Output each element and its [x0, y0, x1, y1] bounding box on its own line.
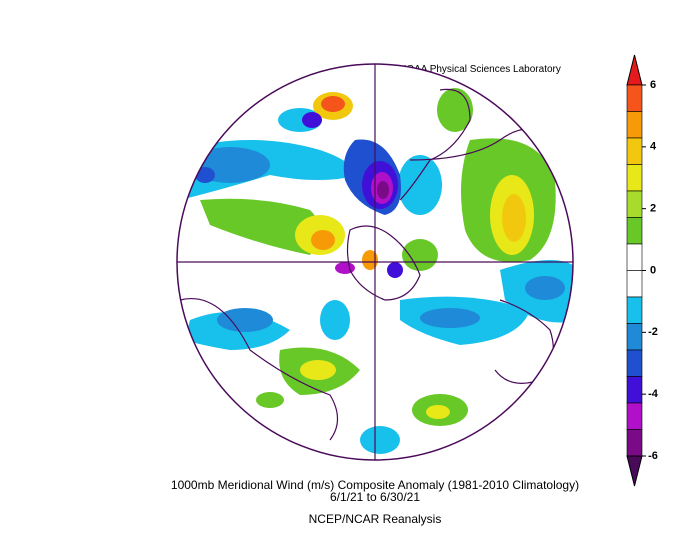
- colorbar: 6 4 2 0 -2 -4 -6: [626, 54, 659, 487]
- credit: NOAA Physical Sciences Laboratory: [399, 64, 561, 75]
- map-title: 1000mb Meridional Wind (m/s) Composite A…: [171, 478, 579, 492]
- colorbar-tick-label: 0: [650, 264, 656, 276]
- colorbar-bin: [626, 164, 643, 192]
- colorbar-bin: [626, 270, 643, 298]
- colorbar-bin: [626, 429, 643, 457]
- colorbar-bin: [626, 323, 643, 351]
- colorbar-bin: [626, 137, 643, 165]
- colorbar-tick-label: 4: [650, 141, 657, 153]
- colorbar-bin: [626, 217, 643, 245]
- colorbar-bin: [626, 84, 643, 112]
- colorbar-arrow: [626, 455, 643, 487]
- colorbar-bin: [626, 402, 643, 430]
- data-source: NCEP/NCAR Reanalysis: [309, 512, 442, 526]
- colorbar-tick-label: -2: [648, 326, 658, 338]
- colorbar-bin: [626, 111, 643, 139]
- colorbar-bin: [626, 296, 643, 324]
- colorbar-bin: [626, 349, 643, 377]
- colorbar-tick-label: 2: [650, 203, 656, 215]
- colorbar-bin: [626, 243, 643, 271]
- date-range: 6/1/21 to 6/30/21: [330, 490, 420, 504]
- colorbar-tick-label: -6: [648, 450, 658, 462]
- colorbar-arrow: [626, 54, 643, 86]
- colorbar-bin: [626, 190, 643, 218]
- colorbar-tick-label: -4: [648, 388, 659, 400]
- colorbar-bin: [626, 376, 643, 404]
- colorbar-tick-label: 6: [650, 79, 656, 91]
